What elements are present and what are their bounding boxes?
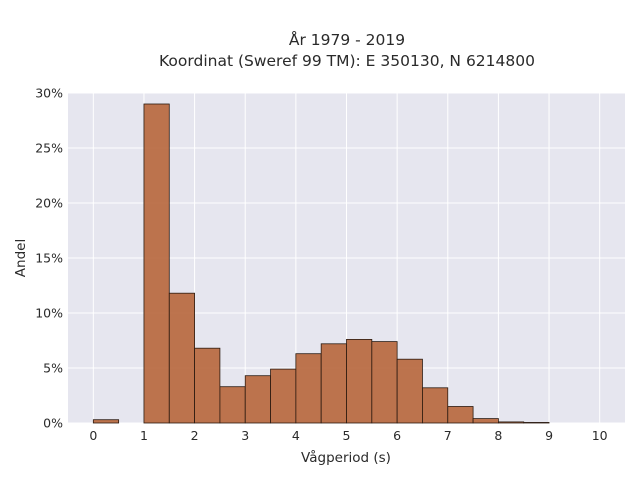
histogram-bar — [194, 347, 221, 424]
histogram-bar — [422, 387, 449, 424]
y-tick-label: 0% — [43, 416, 63, 431]
x-axis-label: Vågperiod (s) — [301, 449, 391, 466]
chart-subtitle: Koordinat (Sweref 99 TM): E 350130, N 62… — [159, 52, 535, 70]
y-tick-label: 10% — [35, 306, 63, 321]
x-tick-label: 7 — [444, 428, 452, 443]
chart-title: År 1979 - 2019 — [289, 30, 405, 49]
histogram-bar — [447, 406, 474, 424]
x-tick-label: 8 — [494, 428, 502, 443]
histogram-bar — [371, 341, 398, 424]
x-tick-label: 10 — [592, 428, 608, 443]
x-tick-label: 2 — [191, 428, 199, 443]
histogram-bar — [295, 353, 322, 424]
x-tick-label: 1 — [140, 428, 148, 443]
histogram-bar — [346, 338, 373, 424]
histogram-bar — [92, 419, 120, 424]
x-tick-label: 9 — [545, 428, 553, 443]
bars — [92, 103, 550, 424]
y-tick-label: 25% — [35, 141, 63, 156]
x-tick-labels: 0 1 2 3 4 5 6 7 8 9 10 — [89, 428, 607, 443]
x-tick-label: 3 — [241, 428, 249, 443]
histogram-bar — [472, 418, 499, 424]
y-axis-label: Andel — [13, 239, 29, 277]
y-tick-label: 5% — [43, 361, 63, 376]
x-tick-label: 0 — [89, 428, 97, 443]
y-tick-label: 20% — [35, 196, 63, 211]
x-tick-label: 4 — [292, 428, 300, 443]
histogram-bar — [270, 368, 297, 424]
y-tick-labels: 0% 5% 10% 15% 20% 25% 30% — [35, 86, 63, 431]
histogram-bar — [219, 386, 246, 424]
histogram-bar — [320, 343, 347, 424]
histogram-bar — [396, 358, 423, 424]
histogram-bar — [523, 422, 550, 424]
y-tick-label: 30% — [35, 86, 63, 101]
y-tick-label: 15% — [35, 251, 63, 266]
histogram-bar — [244, 375, 271, 424]
histogram-bar — [143, 103, 170, 424]
histogram-bar — [498, 421, 525, 424]
x-tick-label: 6 — [393, 428, 401, 443]
histogram-bar — [168, 292, 195, 424]
x-tick-label: 5 — [343, 428, 351, 443]
